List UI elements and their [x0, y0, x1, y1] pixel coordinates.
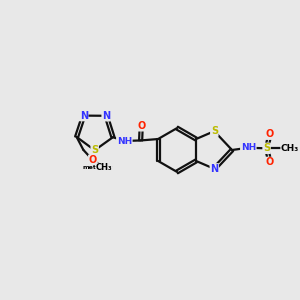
- Text: NH: NH: [241, 143, 256, 152]
- Text: O: O: [266, 158, 274, 167]
- Text: CH₃: CH₃: [281, 144, 299, 153]
- Text: O: O: [266, 129, 274, 139]
- Text: CH₃: CH₃: [96, 163, 112, 172]
- Text: S: S: [263, 143, 270, 153]
- Text: O: O: [137, 121, 145, 131]
- Text: S: S: [211, 126, 218, 136]
- Text: N: N: [210, 164, 218, 174]
- Text: S: S: [91, 145, 98, 155]
- Text: N: N: [102, 111, 110, 121]
- Text: NH: NH: [117, 136, 132, 146]
- Text: N: N: [80, 111, 88, 121]
- Text: methoxy: methoxy: [83, 165, 113, 170]
- Text: O: O: [89, 155, 97, 165]
